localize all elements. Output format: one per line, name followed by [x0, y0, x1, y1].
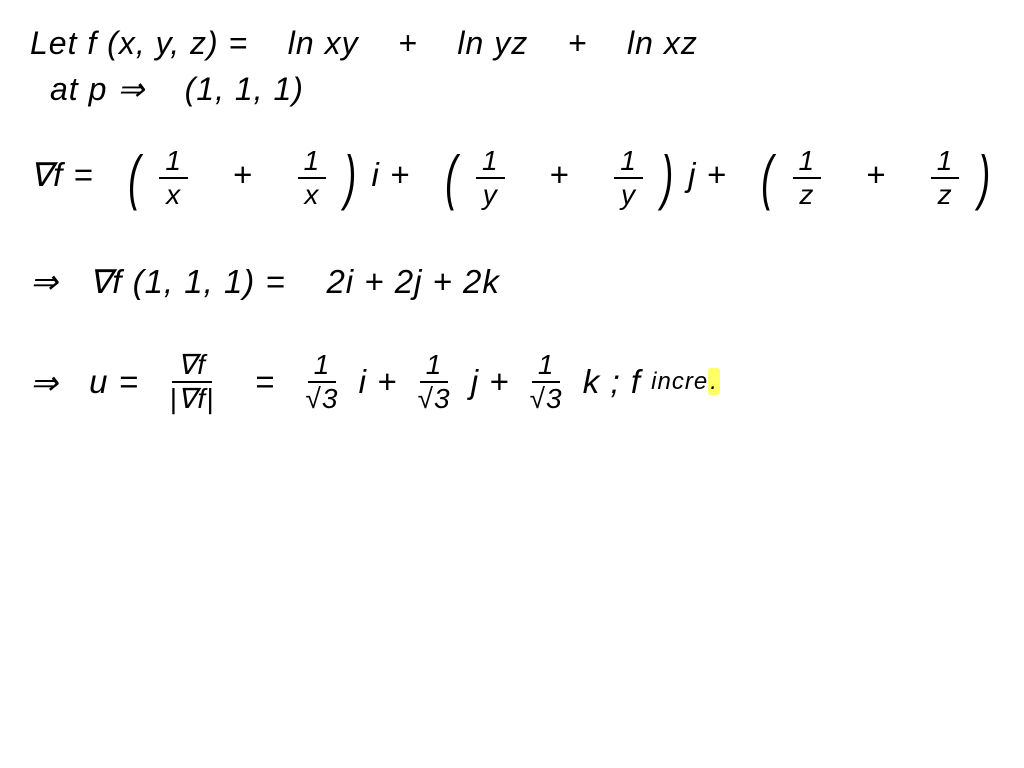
fraction-1y-b: 1 y: [614, 147, 643, 209]
paren-open-1: (: [128, 143, 141, 212]
plus-1: +: [398, 25, 418, 61]
at-p-text: at p ⇒: [50, 71, 145, 107]
fraction-1sqrt3-k: 1 √3: [524, 351, 569, 413]
u-equals: u =: [89, 363, 139, 401]
arrow-1: ⇒: [30, 263, 59, 300]
equation-line-3: ∇f = ( 1 x + 1 x ) i + ( 1 y + 1 y ) j +…: [30, 143, 994, 212]
let-text: Let f (x, y, z) =: [30, 25, 248, 61]
paren-open-2: (: [445, 143, 458, 212]
k-unit: k ;: [583, 363, 621, 401]
fraction-1x-a: 1 x: [159, 147, 188, 209]
fraction-1z-b: 1 z: [931, 147, 960, 209]
plus-k1: +: [866, 156, 886, 193]
equation-line-5: ⇒ u = ∇f |∇f| = 1 √3 i + 1 √3 j + 1 √3 k…: [30, 351, 994, 413]
j-component: j +: [688, 156, 727, 193]
paren-close-1: ): [345, 143, 358, 212]
fraction-gradf-norm: ∇f |∇f|: [163, 351, 220, 413]
incre-text: incre.: [651, 368, 720, 396]
plus-i1: +: [233, 156, 253, 193]
fraction-1x-b: 1 x: [298, 147, 327, 209]
term-lnyz: ln yz: [457, 25, 528, 61]
i-unit: i +: [359, 363, 398, 401]
gradient-result: 2i + 2j + 2k: [326, 263, 499, 300]
point-value: (1, 1, 1): [185, 71, 304, 107]
term-lnxz: ln xz: [627, 25, 698, 61]
f-label: f: [631, 363, 641, 401]
fraction-1sqrt3-i: 1 √3: [300, 351, 345, 413]
paren-open-3: (: [762, 143, 775, 212]
fraction-1y-a: 1 y: [476, 147, 505, 209]
plus-j1: +: [549, 156, 569, 193]
equation-line-2: at p ⇒ (1, 1, 1): [30, 70, 994, 108]
plus-2: +: [568, 25, 588, 61]
fraction-1z-a: 1 z: [793, 147, 822, 209]
i-component: i +: [372, 156, 411, 193]
arrow-2: ⇒: [30, 363, 59, 402]
equals-2: =: [255, 363, 275, 401]
j-unit: j +: [471, 363, 510, 401]
paren-close-2: ): [661, 143, 674, 212]
equation-line-4: ⇒ ∇f (1, 1, 1) = 2i + 2j + 2k: [30, 262, 994, 301]
grad-f-label: ∇f =: [30, 156, 94, 193]
paren-close-3: ): [978, 143, 991, 212]
equation-line-1: Let f (x, y, z) = ln xy + ln yz + ln xz: [30, 25, 994, 62]
grad-f-at-point: ∇f (1, 1, 1) =: [89, 263, 286, 300]
term-lnxy: ln xy: [288, 25, 359, 61]
highlight-dot: .: [708, 368, 720, 395]
fraction-1sqrt3-j: 1 √3: [412, 351, 457, 413]
